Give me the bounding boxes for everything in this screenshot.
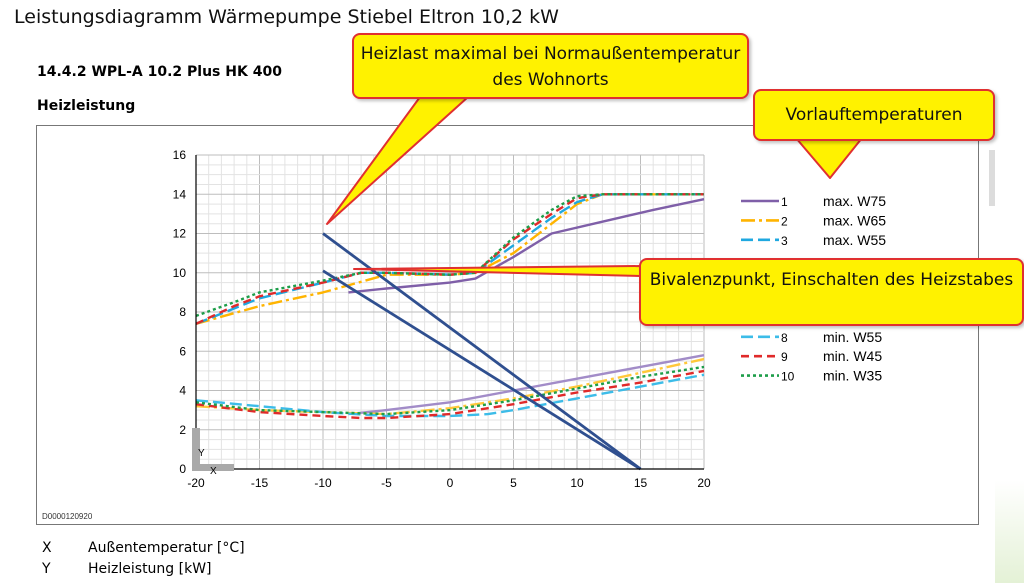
series-line-9 [195, 369, 705, 420]
x-axis-marker [192, 464, 234, 471]
series-line-5 [195, 193, 704, 318]
y-tick-label: 10 [173, 266, 187, 280]
y-tick-label: 16 [173, 148, 187, 162]
legend-label-8: min. W55 [823, 329, 882, 345]
axis-definition-text: Heizleistung [kW] [88, 561, 212, 577]
heat-load-line [322, 232, 642, 471]
section-title: 14.4.2 WPL-A 10.2 Plus HK 400 [37, 64, 282, 80]
y-axis-label: Y [198, 448, 205, 459]
y-tick-label: 14 [173, 187, 187, 201]
legend-number-8: 8 [781, 331, 788, 345]
y-tick-label: 6 [179, 344, 186, 358]
x-tick-label: 10 [570, 476, 584, 490]
y-tick-label: 0 [179, 462, 186, 476]
callout-bivalenz: Bivalenzpunkt, Einschalten des Heizstabe… [639, 258, 1024, 326]
x-tick-label: -20 [187, 476, 205, 490]
callout-vorlauf-text: Vorlauftemperaturen [785, 105, 963, 125]
callout-vorlauf: Vorlauftemperaturen [753, 89, 995, 141]
doc-id: D0000120920 [42, 512, 93, 521]
y-tick-label: 2 [179, 423, 186, 437]
callout-vorlauf-pointer [795, 137, 863, 179]
y-tick-label: 4 [179, 384, 186, 398]
series-line-8 [195, 373, 705, 418]
x-tick-label: -5 [381, 476, 392, 490]
chart-grid [195, 154, 705, 470]
y-tick-label: 8 [179, 305, 186, 319]
legend-number-2: 2 [781, 214, 788, 228]
x-tick-label: -10 [314, 476, 332, 490]
heat-load-line [322, 269, 642, 471]
x-tick-label: 15 [634, 476, 648, 490]
y-tick-label: 12 [173, 227, 187, 241]
x-tick-label: 5 [510, 476, 517, 490]
legend-number-1: 1 [781, 195, 788, 209]
axis-definition-text: Außentemperatur [°C] [88, 540, 245, 556]
series-line-1 [348, 198, 705, 294]
legend-number-10: 10 [781, 370, 795, 384]
decorative-tint [995, 480, 1024, 583]
callout-bivalenz-text: Bivalenzpunkt, Einschalten des Heizstabe… [649, 270, 1014, 290]
legend-label-9: min. W45 [823, 348, 882, 364]
axis-definition-key: X [42, 540, 52, 556]
callout-heizlast-text: Heizlast maximal bei Normaußentemperatur… [360, 44, 741, 90]
legend-label-1: max. W75 [823, 193, 886, 209]
legend-label-3: max. W55 [823, 232, 886, 248]
x-axis-label: X [210, 466, 217, 477]
slide-title: Leistungsdiagramm Wärmepumpe Stiebel Elt… [14, 6, 559, 28]
x-tick-label: 20 [697, 476, 711, 490]
legend-number-9: 9 [781, 350, 788, 364]
x-tick-label: -15 [251, 476, 269, 490]
scrollbar-thumb[interactable] [989, 150, 995, 206]
legend-number-3: 3 [781, 234, 788, 248]
legend-label-10: min. W35 [823, 368, 882, 384]
legend-label-2: max. W65 [823, 212, 886, 228]
chart-axes: -20 -15 -10 -5 0 5 10 15 20 0 2 4 6 8 10 12 14 16 YX [173, 148, 711, 490]
callout-heizlast: Heizlast maximal bei Normaußentemperatur… [352, 33, 749, 99]
series-line-10 [195, 365, 705, 416]
axis-definition-key: Y [42, 561, 51, 577]
subsection-title: Heizleistung [37, 98, 136, 114]
x-tick-label: 0 [447, 476, 454, 490]
heat-load-lines [322, 232, 642, 471]
y-axis-marker [192, 428, 200, 470]
axis-definition-y: Y Heizleistung [kW] [42, 561, 212, 577]
chart-series [195, 193, 705, 420]
axis-definition-x: X Außentemperatur [°C] [42, 540, 245, 556]
